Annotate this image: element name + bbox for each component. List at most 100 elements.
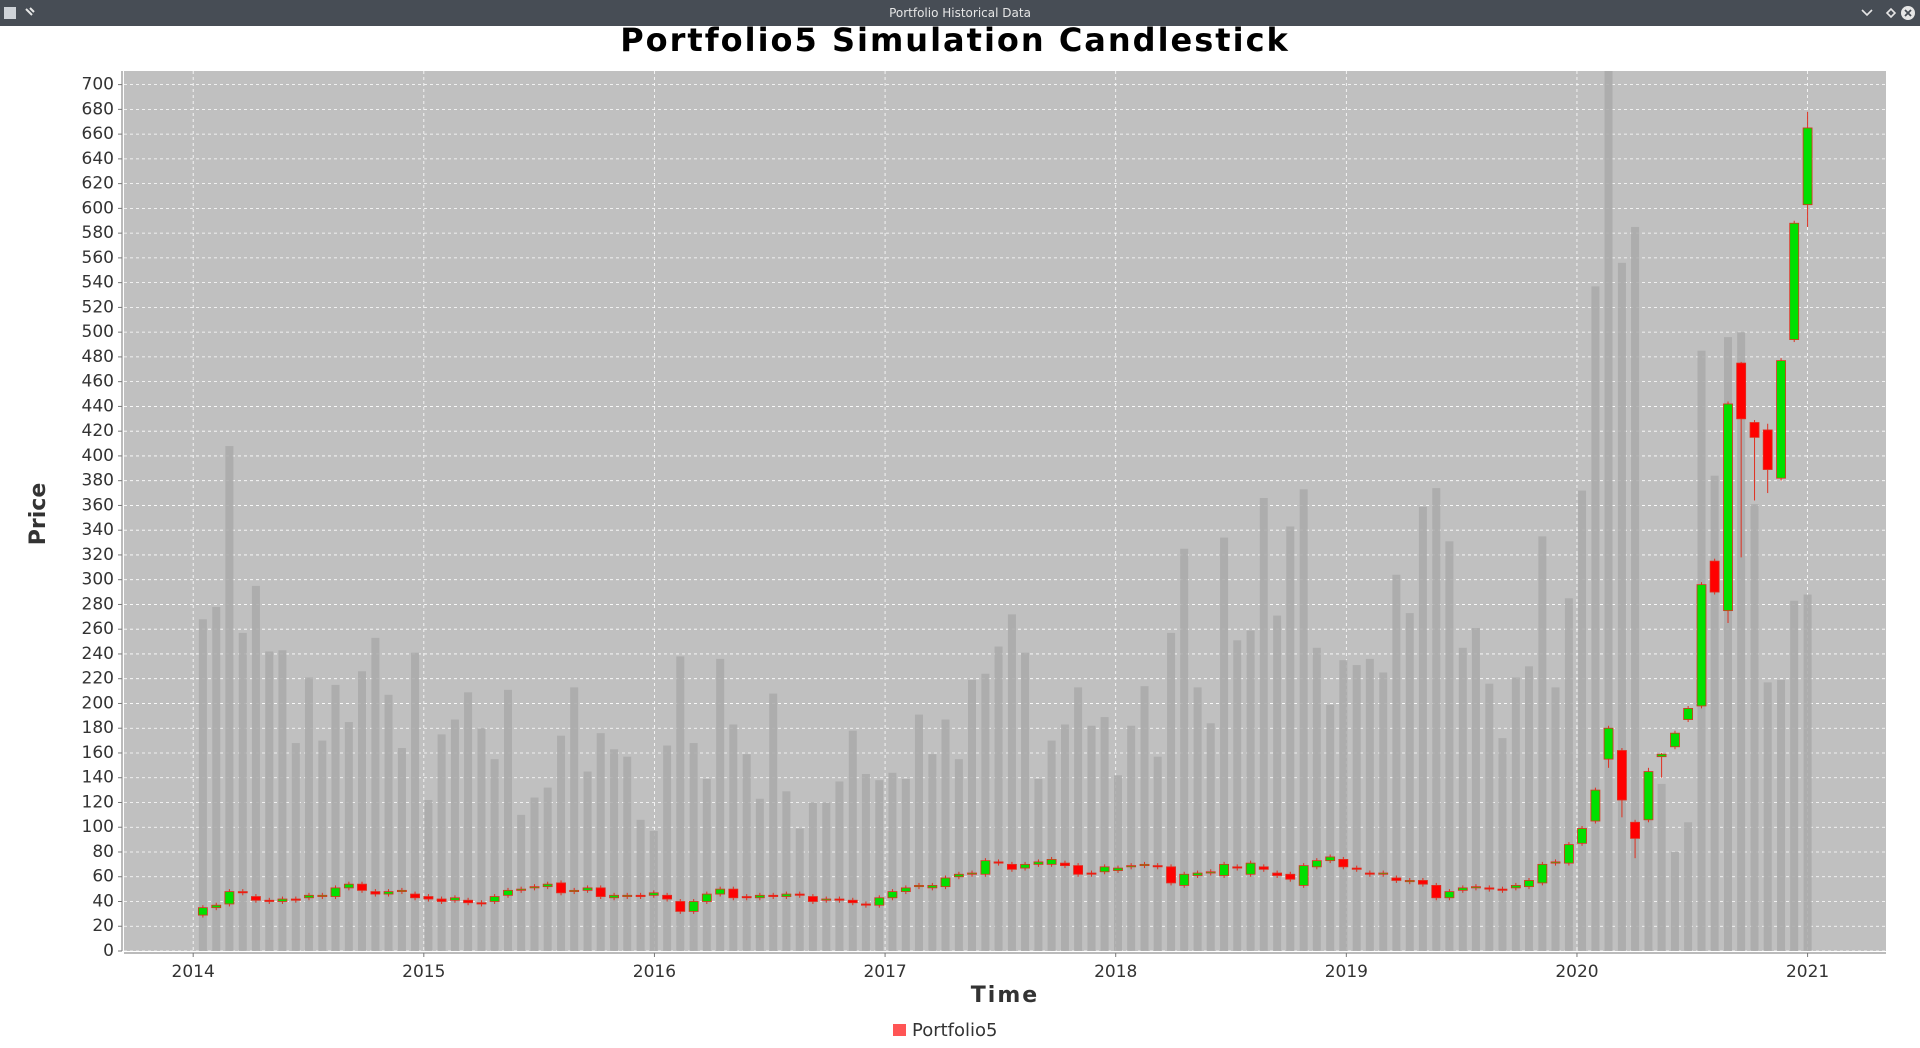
candle-body [1192, 872, 1203, 876]
candle-body [821, 898, 832, 901]
volume-bar [1763, 682, 1772, 951]
volume-bar [954, 759, 963, 951]
legend-swatch [893, 1024, 906, 1036]
candle-body [1736, 362, 1747, 420]
x-tick-label: 2015 [402, 962, 445, 982]
minimize-button[interactable] [1861, 9, 1873, 17]
volume-bar [1392, 574, 1401, 951]
volume-bar [1273, 615, 1282, 951]
volume-bar [251, 585, 260, 951]
volume-bar [1286, 526, 1295, 951]
volume-bar [1339, 660, 1348, 951]
candle-body [807, 896, 818, 902]
volume-bar [981, 673, 990, 951]
volume-bar [888, 772, 897, 951]
candle-body [1285, 873, 1296, 880]
volume-bar [278, 650, 287, 951]
candle-body [1603, 727, 1614, 760]
candle-body [290, 898, 301, 901]
candle-body [1524, 880, 1534, 888]
candle-body [940, 877, 951, 888]
candle-body [516, 888, 527, 891]
volume-bar [1485, 683, 1494, 951]
candle-body [450, 897, 460, 901]
candle-body [1577, 828, 1587, 844]
candle-body [794, 893, 805, 896]
candle-body [1391, 877, 1402, 881]
maximize-button[interactable] [1885, 7, 1897, 19]
candle-body [1537, 863, 1548, 884]
candle-body [635, 894, 646, 897]
candle-body [1617, 750, 1627, 801]
volume-bar [1326, 704, 1335, 951]
volume-bar [928, 754, 937, 951]
y-tick-label: 60 [92, 867, 114, 887]
volume-bar [1127, 725, 1136, 951]
volume-bar [1379, 672, 1388, 951]
volume-bar [1312, 647, 1321, 951]
candle-body [1258, 866, 1269, 870]
volume-bar [596, 733, 605, 951]
candle-body [874, 897, 885, 906]
volume-bar [490, 759, 499, 951]
candle-body [1630, 821, 1640, 839]
candle-body [741, 896, 752, 899]
candle-body [476, 902, 487, 905]
volume-bar [318, 740, 327, 951]
candle-body [715, 888, 726, 895]
volume-bar [742, 754, 751, 951]
candle-body [927, 885, 938, 889]
candle-body [1762, 429, 1773, 470]
y-tick-label: 620 [82, 174, 114, 194]
candle-body [503, 889, 513, 896]
candle-body [1126, 865, 1137, 868]
y-tick-label: 420 [82, 421, 114, 441]
candle-body [1723, 403, 1733, 612]
app-icon [4, 7, 16, 19]
volume-bar [914, 714, 923, 951]
volume-bar [994, 646, 1003, 951]
y-tick-label: 600 [82, 198, 114, 218]
volume-bar [636, 819, 645, 951]
candle-body [1364, 872, 1375, 875]
volume-bar [1193, 687, 1202, 951]
volume-bar [1631, 226, 1640, 951]
candle-body [410, 893, 420, 899]
candle-body [1086, 872, 1097, 875]
candle-body [1656, 753, 1667, 758]
y-tick-label: 660 [82, 124, 114, 144]
pin-button[interactable] [25, 7, 35, 16]
candle-body [556, 882, 566, 894]
volume-bar [1220, 537, 1229, 951]
volume-bar [530, 797, 539, 951]
window-title-bar: Portfolio Historical Data [0, 0, 1920, 26]
volume-bar [1074, 687, 1083, 951]
volume-bar [941, 719, 950, 951]
candle-body [237, 891, 248, 894]
y-tick-label: 260 [82, 619, 114, 639]
volume-bar [875, 780, 884, 951]
volume-bar [1617, 262, 1626, 951]
candle-body [277, 898, 288, 902]
volume-bar [225, 446, 234, 951]
volume-bar [1591, 286, 1600, 951]
candle-body [595, 887, 606, 897]
candle-body [1643, 771, 1654, 821]
volume-bar [212, 606, 221, 951]
volume-bar [1233, 640, 1242, 951]
x-tick-label: 2017 [863, 962, 906, 982]
volume-bar [517, 814, 526, 951]
candle-body [1152, 865, 1163, 868]
volume-bar [1432, 488, 1441, 951]
volume-bar [769, 693, 778, 951]
candle-body [1683, 708, 1694, 720]
volume-bar [808, 802, 817, 951]
legend-label: Portfolio5 [912, 1020, 998, 1041]
candle-body [1789, 222, 1800, 340]
volume-bar [1684, 822, 1693, 951]
candle-body [1471, 886, 1481, 889]
y-tick-label: 0 [103, 941, 114, 961]
candle-body [701, 893, 712, 902]
y-tick-label: 20 [92, 916, 114, 936]
y-tick-label: 80 [92, 842, 114, 862]
